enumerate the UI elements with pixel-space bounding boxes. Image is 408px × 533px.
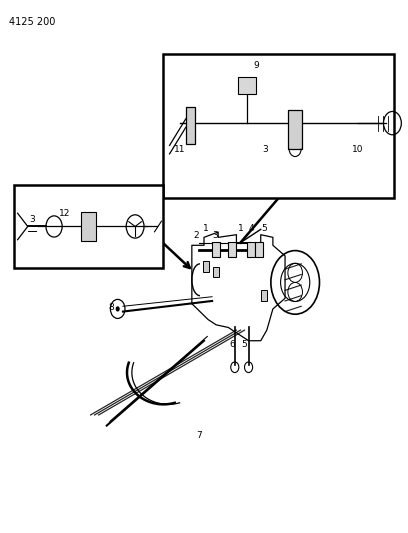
Bar bbox=[203, 261, 209, 272]
Text: 3: 3 bbox=[213, 231, 218, 240]
Text: 3: 3 bbox=[29, 215, 35, 224]
Circle shape bbox=[115, 306, 120, 312]
Bar bbox=[238, 77, 255, 94]
Bar bbox=[186, 107, 195, 144]
Text: 10: 10 bbox=[352, 146, 364, 155]
Text: 12: 12 bbox=[58, 209, 70, 218]
Bar bbox=[164, 54, 395, 198]
Text: 11: 11 bbox=[174, 146, 186, 155]
Bar bbox=[246, 242, 255, 257]
Bar bbox=[212, 242, 220, 257]
Bar bbox=[81, 212, 96, 241]
Bar bbox=[228, 242, 236, 257]
Text: 5: 5 bbox=[241, 341, 246, 350]
Bar bbox=[13, 185, 164, 268]
Text: 9: 9 bbox=[254, 61, 259, 69]
Text: 8: 8 bbox=[109, 303, 115, 312]
Bar bbox=[288, 110, 302, 149]
Text: 6: 6 bbox=[229, 341, 235, 350]
Text: 7: 7 bbox=[196, 431, 202, 440]
Bar bbox=[261, 290, 267, 301]
Text: 1: 1 bbox=[203, 224, 209, 233]
Text: 4: 4 bbox=[249, 224, 255, 233]
Text: 1: 1 bbox=[237, 224, 243, 233]
Text: 5: 5 bbox=[261, 224, 267, 233]
Bar bbox=[213, 266, 220, 277]
Bar bbox=[255, 242, 263, 257]
Text: 2: 2 bbox=[193, 231, 199, 240]
Text: 3: 3 bbox=[262, 146, 268, 155]
Text: 4125 200: 4125 200 bbox=[9, 17, 56, 27]
